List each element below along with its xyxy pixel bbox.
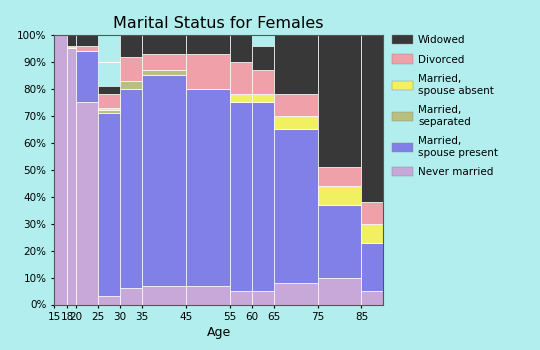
Bar (186, 286, 230, 304)
Bar (318, 167, 361, 186)
Bar (230, 291, 252, 304)
Bar (120, 81, 142, 89)
Bar (120, 89, 142, 288)
Bar (67, 46, 76, 49)
Bar (230, 94, 252, 102)
Bar (361, 243, 383, 291)
Bar (361, 224, 383, 243)
Bar (274, 35, 318, 94)
Bar (274, 283, 318, 304)
Bar (98, 296, 120, 304)
Bar (230, 62, 252, 94)
Bar (142, 35, 186, 54)
Bar (252, 103, 274, 291)
Bar (142, 70, 186, 76)
X-axis label: Age: Age (207, 326, 231, 339)
Bar (67, 35, 76, 46)
Bar (230, 35, 252, 62)
Bar (274, 116, 318, 130)
Legend: Widowed, Divorced, Married,
spouse absent, Married,
separated, Married,
spouse p: Widowed, Divorced, Married, spouse absen… (392, 35, 498, 177)
Bar (252, 94, 274, 102)
Bar (76, 35, 98, 46)
Bar (76, 46, 98, 51)
Bar (98, 94, 120, 108)
Bar (361, 291, 383, 304)
Bar (98, 108, 120, 111)
Bar (54, 35, 67, 304)
Bar (274, 94, 318, 116)
Bar (361, 35, 383, 202)
Bar (67, 49, 76, 304)
Bar (98, 111, 120, 113)
Bar (76, 51, 98, 102)
Bar (361, 202, 383, 224)
Bar (318, 35, 361, 167)
Bar (142, 286, 186, 304)
Bar (142, 76, 186, 286)
Title: Marital Status for Females: Marital Status for Females (113, 16, 324, 31)
Bar (186, 54, 230, 89)
Bar (186, 89, 230, 286)
Bar (98, 113, 120, 296)
Bar (318, 205, 361, 278)
Bar (252, 46, 274, 70)
Bar (120, 288, 142, 304)
Bar (230, 103, 252, 291)
Bar (76, 102, 98, 304)
Bar (318, 186, 361, 205)
Bar (252, 291, 274, 304)
Bar (252, 70, 274, 94)
Bar (120, 35, 142, 57)
Bar (98, 86, 120, 94)
Bar (318, 278, 361, 304)
Bar (274, 130, 318, 283)
Bar (186, 35, 230, 54)
Bar (142, 54, 186, 70)
Bar (120, 57, 142, 81)
